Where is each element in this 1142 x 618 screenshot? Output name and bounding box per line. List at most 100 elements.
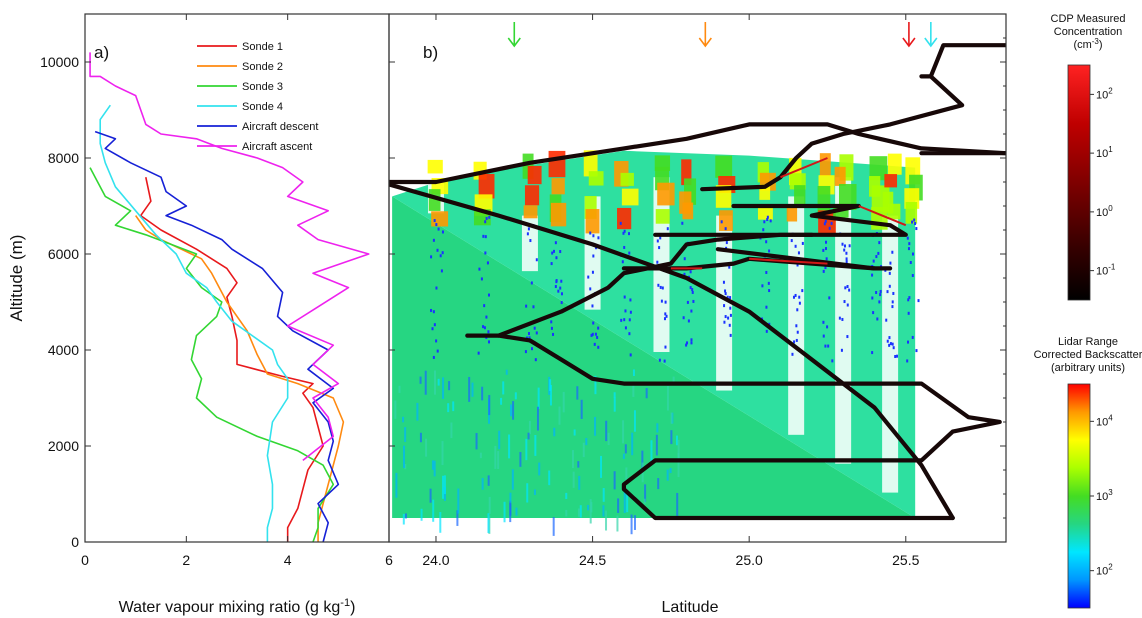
precip-dot (435, 287, 437, 290)
precip-dot (829, 227, 831, 230)
precip-dot (896, 355, 898, 358)
cloud-top-cell (621, 173, 634, 186)
lidar-noise-streak (534, 490, 536, 495)
cloud-top-cell (820, 153, 831, 176)
precip-dot (887, 290, 889, 293)
lidar-noise-streak (631, 433, 633, 456)
precip-dot (908, 296, 910, 299)
precip-dot (843, 249, 845, 252)
cloud-top-cell (794, 185, 805, 206)
precip-dot (725, 227, 727, 230)
lidar-noise-streak (581, 400, 583, 419)
precip-dot (906, 359, 908, 362)
precip-dot (847, 304, 849, 307)
cloud-top-cell (589, 171, 604, 185)
precip-dot (560, 280, 562, 283)
precip-dot (878, 241, 880, 244)
precip-dot (482, 325, 484, 328)
precip-dot (770, 219, 772, 222)
lidar-colorbar-tick-label: 103 (1096, 488, 1113, 503)
lidar-noise-streak (512, 469, 514, 489)
cloud-top-cell (431, 211, 448, 226)
precip-dot (907, 341, 909, 344)
precip-dot (828, 296, 830, 299)
lidar-noise-streak (457, 489, 459, 514)
lidar-noise-streak (576, 386, 578, 399)
precip-dot (912, 336, 914, 339)
lidar-noise-streak (494, 446, 496, 469)
lidar-noise-streak (623, 454, 625, 459)
precip-dot (555, 280, 557, 283)
cdp-colorbar-bar (1068, 65, 1090, 300)
cloud-top-cell (525, 185, 539, 205)
panel-b-x-tick-label: 24.5 (579, 552, 606, 568)
precip-dot (438, 228, 440, 231)
lidar-noise-streak (394, 400, 396, 418)
precip-dot (442, 230, 444, 233)
precip-dot (592, 254, 594, 257)
cloud-top-cell (617, 208, 631, 229)
sonde-launch-arrow (699, 22, 711, 46)
cloud-top-cell (551, 203, 566, 227)
precip-dot (657, 239, 659, 242)
cloud-top-cell (884, 174, 897, 187)
precip-dot (822, 321, 824, 324)
precip-dot (536, 258, 538, 261)
precip-dot (823, 335, 825, 338)
cloud-top-cell (622, 189, 639, 206)
curtain-content (389, 45, 1006, 536)
precip-dot (553, 250, 555, 253)
panel-a-y-tick-label: 0 (71, 534, 79, 550)
precip-dot (441, 269, 443, 272)
lidar-noise-streak (580, 505, 582, 517)
lidar-noise-streak (444, 475, 446, 494)
lidar-noise-streak (565, 510, 567, 516)
precip-dot (791, 239, 793, 242)
precip-dot (687, 301, 689, 304)
cloud-top-cell (888, 204, 901, 220)
precip-dot (822, 249, 824, 252)
precip-dot (688, 319, 690, 322)
lidar-noise-streak (646, 388, 648, 398)
cloud-top-cell (524, 205, 538, 218)
precip-dot (482, 235, 484, 238)
precip-dot (629, 318, 631, 321)
precip-dot (907, 237, 909, 240)
precip-dot (433, 239, 435, 242)
lidar-noise-streak (439, 512, 441, 533)
precip-dot (527, 232, 529, 235)
panel-b-x-tick-label: 25.5 (892, 552, 919, 568)
precip-dot (889, 285, 891, 288)
precip-dot (879, 293, 881, 296)
precip-dot (525, 305, 527, 308)
lidar-noise-streak (625, 444, 627, 453)
precip-dot (765, 306, 767, 309)
precip-dot (478, 268, 480, 271)
panel-a-x-tick-label: 2 (182, 552, 190, 568)
precip-dot (629, 298, 631, 301)
precip-dot (592, 234, 594, 237)
precip-dot (798, 296, 800, 299)
precip-dot (667, 227, 669, 230)
precip-dot (910, 261, 912, 264)
precip-dot (659, 359, 661, 362)
precip-dot (889, 262, 891, 265)
lidar-noise-streak (425, 439, 427, 457)
lidar-noise-streak (506, 370, 508, 375)
cloud-top-cell (787, 206, 797, 222)
lidar-noise-streak (525, 439, 527, 460)
lidar-noise-streak (594, 417, 596, 436)
precip-dot (559, 250, 561, 253)
lidar-noise-streak (519, 452, 521, 467)
lidar-noise-streak (432, 460, 434, 469)
lidar-colorbar-bar (1068, 384, 1090, 608)
lidar-noise-streak (634, 515, 636, 530)
lidar-noise-streak (656, 435, 658, 456)
precip-dot (529, 239, 531, 242)
lidar-noise-streak (434, 370, 436, 394)
cloud-top-cell (835, 167, 846, 186)
cdp-colorbar-tick-label: 102 (1096, 86, 1113, 101)
precip-dot (561, 301, 563, 304)
precip-dot (488, 340, 490, 343)
colorbars: CDP MeasuredConcentration(cm-3) 102 101 100… (1034, 13, 1142, 608)
